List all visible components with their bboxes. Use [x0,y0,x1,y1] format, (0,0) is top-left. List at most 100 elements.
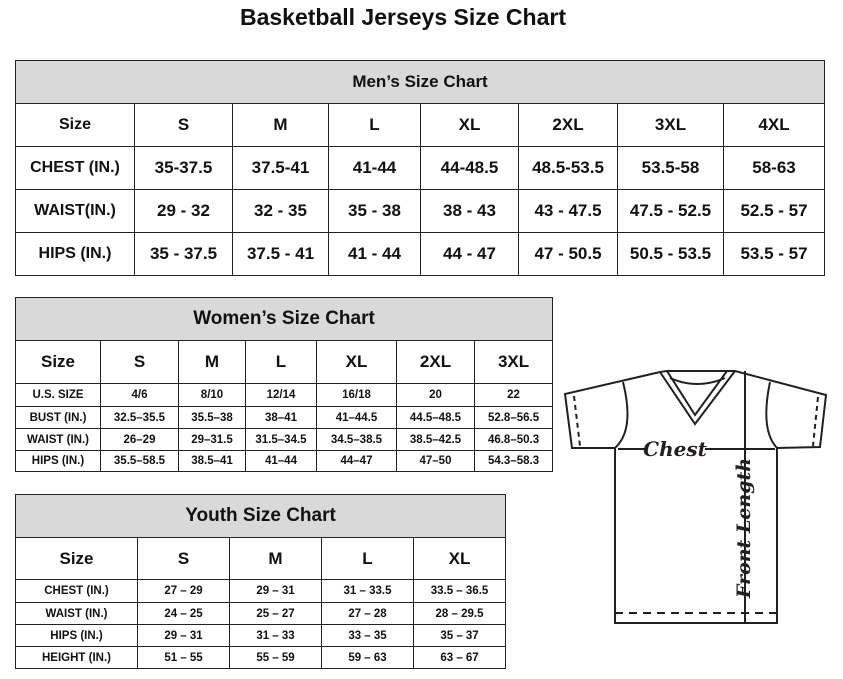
table-cell: 37.5-41 [232,146,329,190]
table-cell: 52.8–56.5 [473,406,554,429]
table-cell: 29 – 31 [137,624,230,647]
row-label: WAIST (IN.) [15,428,101,451]
table-cell: 44 - 47 [420,232,519,276]
row-label: CHEST (IN.) [15,579,138,603]
table-cell: 29 – 31 [229,579,322,603]
table-cell: 31 – 33 [229,624,322,647]
table-cell: 41 - 44 [328,232,421,276]
row-label: U.S. SIZE [15,383,101,407]
table-cell: S [100,340,179,384]
table-row: HIPS (IN.) 29 – 31 31 – 33 33 – 35 35 – 37 [15,624,507,647]
table-cell: 4XL [722,103,826,147]
table-cell: 44.5–48.5 [396,406,475,429]
table-cell: 54.3–58.3 [473,450,554,472]
row-label: HIPS (IN.) [15,232,135,276]
table-cell: 35.5–38 [178,406,246,429]
size-header-row: Size S M L XL 2XL 3XL [15,340,554,384]
table-cell: M [178,340,246,384]
table-cell: 28 – 29.5 [412,602,507,625]
table-cell: 38.5–42.5 [396,428,475,451]
row-label: Size [15,340,101,384]
table-cell: 47–50 [396,450,475,472]
table-cell: 27 – 29 [137,579,230,603]
table-cell: XL [412,537,507,580]
table-cell: 38–41 [245,406,317,429]
shirt-outline [563,370,828,624]
table-cell: M [229,537,322,580]
table-cell: 38.5–41 [178,450,246,472]
chest-label: Chest [643,437,707,461]
mens-table-title: Men’s Size Chart [14,60,826,104]
table-cell: 58-63 [722,146,826,190]
table-cell: 31 – 33.5 [321,579,414,603]
table-cell: 4/6 [100,383,179,407]
table-row: HIPS (IN.) 35.5–58.5 38.5–41 41–44 44–47 47–5… [15,450,554,472]
row-label: BUST (IN.) [15,406,101,429]
table-cell: 16/18 [316,383,397,407]
table-cell: 22 [473,383,554,407]
table-cell: 59 – 63 [321,646,414,669]
right-armhole [765,381,778,449]
jersey-diagram: Chest Front Length [563,370,828,624]
page-title: Basketball Jerseys Size Chart [239,4,566,30]
table-cell: XL [420,103,519,147]
table-row: CHEST (IN.) 27 – 29 29 – 31 31 – 33.5 33.5 –… [15,579,507,603]
table-cell: 52.5 - 57 [722,189,826,233]
table-cell: 46.8–50.3 [473,428,554,451]
table-cell: S [134,103,233,147]
table-cell: L [328,103,421,147]
left-armhole [614,381,629,449]
table-cell: 24 – 25 [137,602,230,625]
table-cell: 29 - 32 [134,189,233,233]
table-cell: 8/10 [178,383,246,407]
table-cell: 44-48.5 [420,146,519,190]
mens-size-table: Men’s Size Chart Size S M L XL 2XL 3XL 4XL CHEST… [14,60,826,276]
table-cell: 3XL [473,340,554,384]
table-cell: 25 – 27 [229,602,322,625]
table-cell: 32.5–35.5 [100,406,179,429]
row-label: HIPS (IN.) [15,624,138,647]
table-cell: L [321,537,414,580]
table-cell: M [232,103,329,147]
table-row: HIPS (IN.) 35 - 37.5 37.5 - 41 41 - 44 44 - … [15,232,826,276]
row-label: WAIST (IN.) [15,602,138,625]
womens-size-table: Women’s Size Chart Size S M L XL 2XL 3XL U.S. S… [14,297,554,472]
table-cell: 3XL [617,103,724,147]
table-cell: 2XL [396,340,475,384]
row-label: HEIGHT (IN.) [15,646,138,669]
table-cell: 48.5-53.5 [518,146,618,190]
table-cell: 53.5 - 57 [722,232,826,276]
table-cell: 37.5 - 41 [232,232,329,276]
table-cell: 12/14 [245,383,317,407]
table-cell: XL [316,340,397,384]
table-cell: 35 - 38 [328,189,421,233]
table-cell: 32 - 35 [232,189,329,233]
table-cell: 2XL [518,103,618,147]
table-cell: 33.5 – 36.5 [412,579,507,603]
row-label: WAIST(IN.) [15,189,135,233]
table-cell: 50.5 - 53.5 [617,232,724,276]
table-row: U.S. SIZE 4/6 8/10 12/14 16/18 20 22 [15,383,554,407]
table-cell: 41-44 [328,146,421,190]
table-cell: 26–29 [100,428,179,451]
womens-table-title: Women’s Size Chart [14,297,554,341]
table-cell: 47 - 50.5 [518,232,618,276]
row-label: HIPS (IN.) [15,450,101,472]
table-cell: 43 - 47.5 [518,189,618,233]
table-cell: 63 – 67 [412,646,507,669]
row-label: Size [15,537,138,580]
table-cell: 47.5 - 52.5 [617,189,724,233]
table-row: WAIST (IN.) 26–29 29–31.5 31.5–34.5 34.5–38.… [15,428,554,451]
table-cell: 41–44 [245,450,317,472]
table-cell: 38 - 43 [420,189,519,233]
table-cell: 33 – 35 [321,624,414,647]
table-row: WAIST (IN.) 24 – 25 25 – 27 27 – 28 28 – 29.… [15,602,507,625]
table-row: BUST (IN.) 32.5–35.5 35.5–38 38–41 41–44.5 44… [15,406,554,429]
table-cell: 44–47 [316,450,397,472]
table-cell: 53.5-58 [617,146,724,190]
table-cell: 55 – 59 [229,646,322,669]
table-cell: 20 [396,383,475,407]
table-row: CHEST (IN.) 35-37.5 37.5-41 41-44 44-48.5 48.… [15,146,826,190]
front-length-label: Front Length [733,458,755,599]
